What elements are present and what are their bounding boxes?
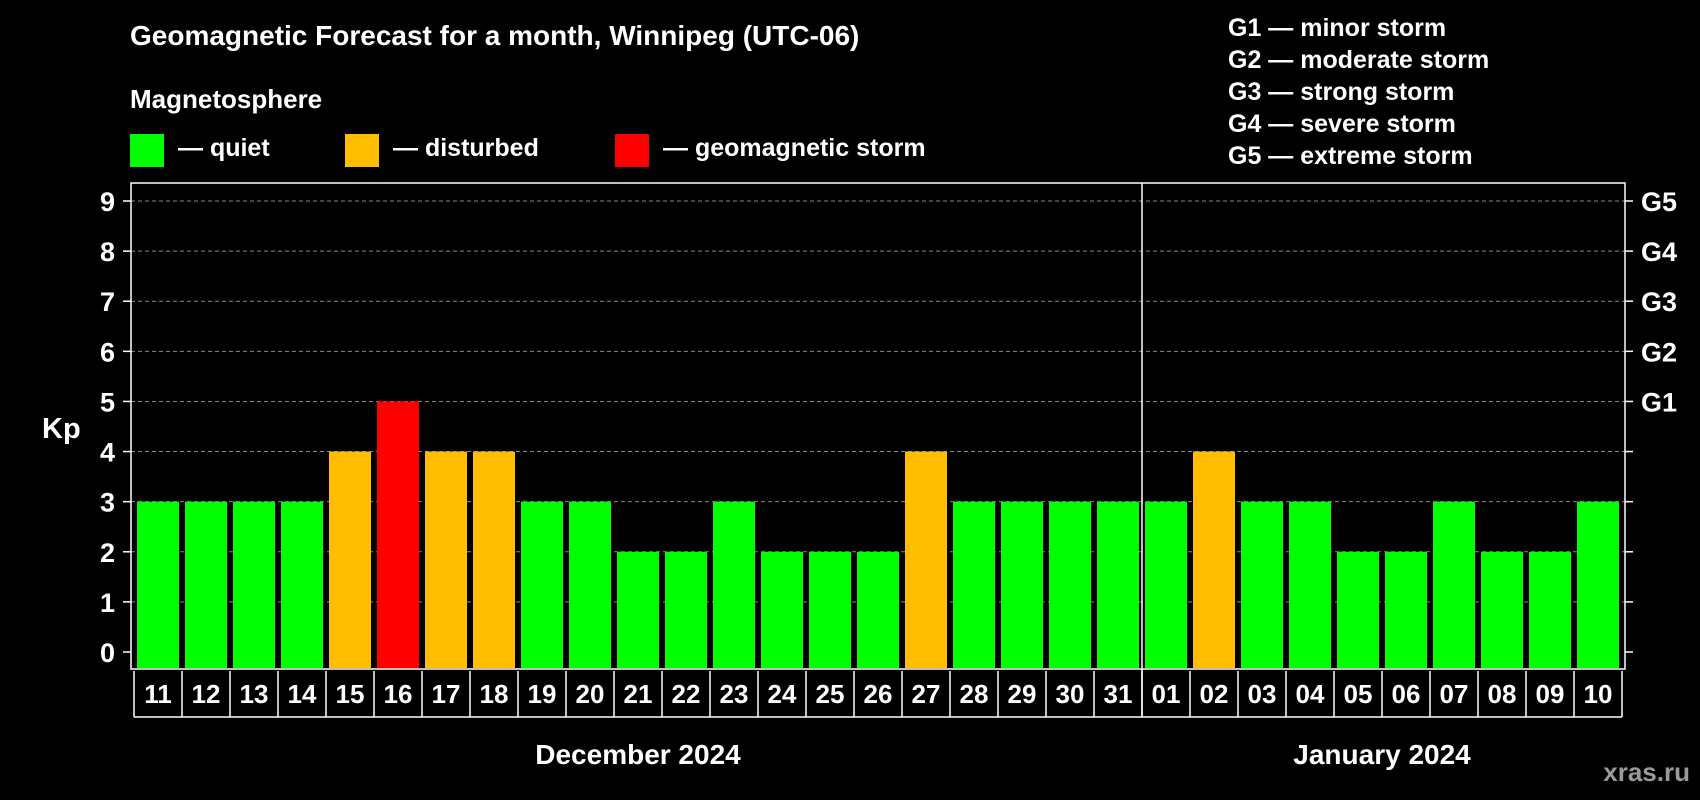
bar-28 — [953, 501, 995, 668]
legend-heading: Magnetosphere — [130, 84, 323, 114]
date-label: 28 — [960, 679, 989, 709]
bar-04 — [1289, 501, 1331, 668]
date-label: 17 — [432, 679, 461, 709]
bar-12 — [185, 501, 227, 668]
bar-02 — [1193, 451, 1235, 668]
bar-25 — [809, 551, 851, 668]
month-label: January 2024 — [1293, 739, 1471, 770]
watermark: xras.ru — [1603, 757, 1690, 787]
bar-07 — [1433, 501, 1475, 668]
date-label: 20 — [576, 679, 605, 709]
bar-17 — [425, 451, 467, 668]
date-label: 12 — [192, 679, 221, 709]
date-label: 26 — [864, 679, 893, 709]
plot-frame — [130, 182, 1626, 670]
y-tick-label: 5 — [100, 387, 115, 417]
y-tick-label: 8 — [100, 237, 115, 267]
bar-08 — [1481, 551, 1523, 668]
chart-title: Geomagnetic Forecast for a month, Winnip… — [130, 20, 860, 51]
date-label: 23 — [720, 679, 749, 709]
date-label: 03 — [1248, 679, 1277, 709]
right-axis-label-G4: G4 — [1641, 237, 1677, 267]
bar-24 — [761, 551, 803, 668]
right-axis-label-G5: G5 — [1641, 187, 1677, 217]
y-axis-label: Kp — [42, 413, 81, 445]
g-level-4: G4 — severe storm — [1228, 110, 1456, 138]
date-label: 04 — [1296, 679, 1325, 709]
date-label: 02 — [1200, 679, 1229, 709]
bar-20 — [569, 501, 611, 668]
y-tick-label: 2 — [100, 538, 115, 568]
g-level-2: G2 — moderate storm — [1228, 46, 1490, 74]
bar-26 — [857, 551, 899, 668]
date-label: 15 — [336, 679, 365, 709]
bar-22 — [665, 551, 707, 668]
date-label: 05 — [1344, 679, 1373, 709]
legend-swatch-quiet — [130, 134, 164, 167]
date-label: 08 — [1488, 679, 1517, 709]
y-tick-label: 0 — [100, 638, 115, 668]
bar-21 — [617, 551, 659, 668]
bar-15 — [329, 451, 371, 668]
bar-30 — [1049, 501, 1091, 668]
y-tick-label: 7 — [100, 287, 115, 317]
date-label: 29 — [1008, 679, 1037, 709]
bar-29 — [1001, 501, 1043, 668]
right-axis-label-G3: G3 — [1641, 287, 1677, 317]
right-axis-label-G2: G2 — [1641, 337, 1677, 367]
legend-label-storm: — geomagnetic storm — [663, 134, 926, 162]
bar-03 — [1241, 501, 1283, 668]
bar-27 — [905, 451, 947, 668]
y-tick-label: 9 — [100, 187, 115, 217]
y-tick-label: 6 — [100, 337, 115, 367]
right-axis-label-G1: G1 — [1641, 387, 1677, 417]
date-label: 09 — [1536, 679, 1565, 709]
bar-10 — [1577, 501, 1619, 668]
date-label: 07 — [1440, 679, 1469, 709]
g-level-3: G3 — strong storm — [1228, 78, 1455, 106]
date-label: 13 — [240, 679, 269, 709]
date-label: 14 — [288, 679, 317, 709]
y-tick-label: 3 — [100, 488, 115, 518]
date-label: 11 — [144, 679, 172, 709]
g-level-5: G5 — extreme storm — [1228, 142, 1473, 170]
bar-18 — [473, 451, 515, 668]
date-label: 22 — [672, 679, 701, 709]
date-label: 21 — [624, 679, 653, 709]
month-label: December 2024 — [535, 739, 741, 770]
y-tick-label: 4 — [100, 438, 115, 468]
date-label: 01 — [1152, 679, 1181, 709]
bar-05 — [1337, 551, 1379, 668]
bar-13 — [233, 501, 275, 668]
bar-06 — [1385, 551, 1427, 668]
date-label: 27 — [912, 679, 941, 709]
date-label: 24 — [768, 679, 797, 709]
date-label: 30 — [1056, 679, 1085, 709]
date-label: 10 — [1584, 679, 1613, 709]
date-label: 25 — [816, 679, 845, 709]
bar-14 — [281, 501, 323, 668]
date-label: 19 — [528, 679, 557, 709]
bar-16 — [377, 401, 419, 668]
date-label: 18 — [480, 679, 509, 709]
bar-19 — [521, 501, 563, 668]
y-tick-label: 1 — [100, 588, 115, 618]
bar-01 — [1145, 501, 1187, 668]
legend-swatch-disturbed — [345, 134, 379, 167]
g-level-1: G1 — minor storm — [1228, 14, 1447, 42]
legend-label-disturbed: — disturbed — [393, 134, 539, 162]
legend-label-quiet: — quiet — [178, 134, 270, 162]
legend-swatch-storm — [615, 134, 649, 167]
bar-11 — [137, 501, 179, 668]
bar-09 — [1529, 551, 1571, 668]
date-label: 31 — [1104, 679, 1133, 709]
date-label: 06 — [1392, 679, 1421, 709]
date-label: 16 — [384, 679, 413, 709]
bar-31 — [1097, 501, 1139, 668]
bar-23 — [713, 501, 755, 668]
